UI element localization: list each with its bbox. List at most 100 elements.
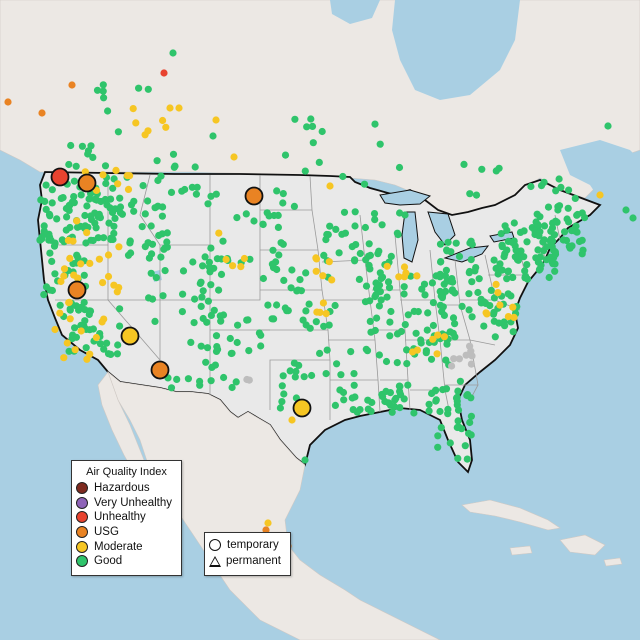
monitor-marker-good[interactable] (425, 407, 433, 415)
monitor-marker-good[interactable] (503, 246, 511, 254)
monitor-marker-good[interactable] (199, 262, 207, 270)
monitor-marker-good[interactable] (72, 162, 80, 170)
monitor-marker-good[interactable] (157, 172, 165, 180)
monitor-marker-moderate[interactable] (77, 327, 85, 335)
monitor-marker-good[interactable] (99, 87, 107, 95)
monitor-marker-good[interactable] (551, 248, 560, 256)
monitor-marker-good[interactable] (312, 318, 320, 326)
monitor-marker-good[interactable] (443, 246, 451, 254)
monitor-marker-good[interactable] (163, 229, 171, 237)
monitor-marker-good[interactable] (403, 360, 411, 368)
monitor-marker-good[interactable] (326, 222, 334, 230)
monitor-marker-moderate[interactable] (66, 315, 74, 323)
monitor-marker-unknown[interactable] (448, 362, 456, 370)
monitor-marker-good[interactable] (351, 208, 359, 216)
monitor-marker-moderate[interactable] (409, 348, 417, 356)
monitor-marker-moderate[interactable] (395, 273, 403, 281)
monitor-marker-good[interactable] (40, 231, 48, 239)
monitor-marker-good[interactable] (264, 301, 272, 309)
monitor-marker-good[interactable] (377, 296, 385, 304)
monitor-marker-good[interactable] (534, 246, 542, 254)
monitor-marker-good[interactable] (50, 242, 59, 250)
monitor-marker-good[interactable] (58, 236, 66, 244)
monitor-marker-good[interactable] (92, 224, 100, 232)
monitor-marker-moderate[interactable] (215, 229, 223, 237)
monitor-marker-good[interactable] (384, 278, 393, 286)
monitor-marker-moderate[interactable] (159, 116, 167, 125)
monitor-marker-good[interactable] (501, 322, 509, 330)
monitor-marker-good[interactable] (145, 254, 153, 262)
monitor-marker-moderate[interactable] (114, 180, 122, 188)
monitor-marker-good[interactable] (274, 211, 282, 219)
monitor-marker-good[interactable] (207, 281, 215, 289)
monitor-marker-good[interactable] (475, 275, 483, 283)
monitor-marker-good[interactable] (360, 180, 369, 188)
monitor-marker-good[interactable] (65, 347, 73, 355)
monitor-marker-good[interactable] (438, 294, 446, 302)
monitor-marker-good[interactable] (376, 140, 384, 148)
monitor-marker-good[interactable] (322, 236, 330, 244)
monitor-marker-good[interactable] (372, 291, 380, 299)
monitor-marker-good[interactable] (375, 302, 383, 310)
monitor-marker-good[interactable] (361, 298, 370, 306)
monitor-marker-good[interactable] (429, 299, 437, 307)
monitor-marker-good[interactable] (500, 253, 508, 261)
monitor-marker-good[interactable] (465, 269, 473, 277)
monitor-marker-good[interactable] (301, 456, 309, 464)
monitor-marker-good[interactable] (161, 267, 169, 275)
monitor-marker-good[interactable] (48, 257, 56, 265)
monitor-marker-good[interactable] (523, 261, 531, 269)
monitor-marker-good[interactable] (468, 313, 476, 321)
monitor-marker-good[interactable] (365, 261, 373, 269)
monitor-marker-good[interactable] (520, 253, 528, 261)
monitor-marker-good[interactable] (403, 346, 411, 354)
monitor-marker-moderate[interactable] (129, 105, 137, 113)
monitor-marker-good[interactable] (490, 294, 498, 302)
temporary-monitor-moderate[interactable] (120, 326, 140, 346)
monitor-marker-moderate[interactable] (162, 123, 170, 131)
monitor-marker-good[interactable] (116, 305, 124, 313)
monitor-marker-good[interactable] (42, 181, 50, 189)
monitor-marker-good[interactable] (497, 230, 505, 238)
monitor-marker-good[interactable] (446, 328, 454, 336)
monitor-marker-good[interactable] (454, 417, 462, 425)
monitor-marker-good[interactable] (434, 432, 442, 440)
monitor-marker-good[interactable] (372, 279, 380, 287)
monitor-marker-moderate[interactable] (69, 237, 77, 245)
monitor-marker-good[interactable] (466, 190, 474, 198)
monitor-marker-unknown[interactable] (455, 355, 463, 363)
monitor-marker-good[interactable] (301, 167, 309, 175)
monitor-marker-moderate[interactable] (77, 260, 85, 268)
monitor-marker-good[interactable] (56, 301, 64, 309)
monitor-marker-good[interactable] (561, 228, 569, 236)
monitor-marker-good[interactable] (501, 222, 509, 230)
monitor-marker-unknown[interactable] (245, 376, 253, 384)
monitor-marker-good[interactable] (553, 218, 561, 226)
monitor-marker-good[interactable] (99, 81, 107, 89)
monitor-marker-good[interactable] (111, 214, 119, 222)
monitor-marker-good[interactable] (350, 370, 358, 378)
monitor-marker-moderate[interactable] (60, 265, 69, 273)
monitor-marker-good[interactable] (496, 260, 504, 268)
monitor-marker-good[interactable] (116, 203, 125, 211)
monitor-marker-good[interactable] (318, 127, 326, 136)
monitor-marker-good[interactable] (278, 382, 286, 390)
monitor-marker-moderate[interactable] (83, 355, 91, 363)
monitor-marker-good[interactable] (414, 308, 422, 316)
monitor-marker-good[interactable] (46, 249, 54, 257)
monitor-marker-moderate[interactable] (115, 284, 123, 292)
monitor-marker-good[interactable] (189, 258, 197, 266)
monitor-marker-good[interactable] (454, 387, 462, 395)
monitor-marker-good[interactable] (159, 203, 167, 211)
monitor-marker-moderate[interactable] (60, 272, 68, 280)
monitor-marker-moderate[interactable] (66, 254, 74, 262)
monitor-marker-good[interactable] (126, 239, 134, 247)
monitor-marker-good[interactable] (205, 263, 213, 271)
monitor-marker-good[interactable] (45, 210, 54, 218)
monitor-marker-good[interactable] (412, 329, 420, 337)
monitor-marker-good[interactable] (498, 266, 506, 274)
monitor-marker-good[interactable] (81, 211, 89, 220)
monitor-marker-good[interactable] (422, 349, 430, 357)
monitor-marker-moderate[interactable] (504, 313, 512, 321)
monitor-marker-good[interactable] (440, 280, 448, 288)
